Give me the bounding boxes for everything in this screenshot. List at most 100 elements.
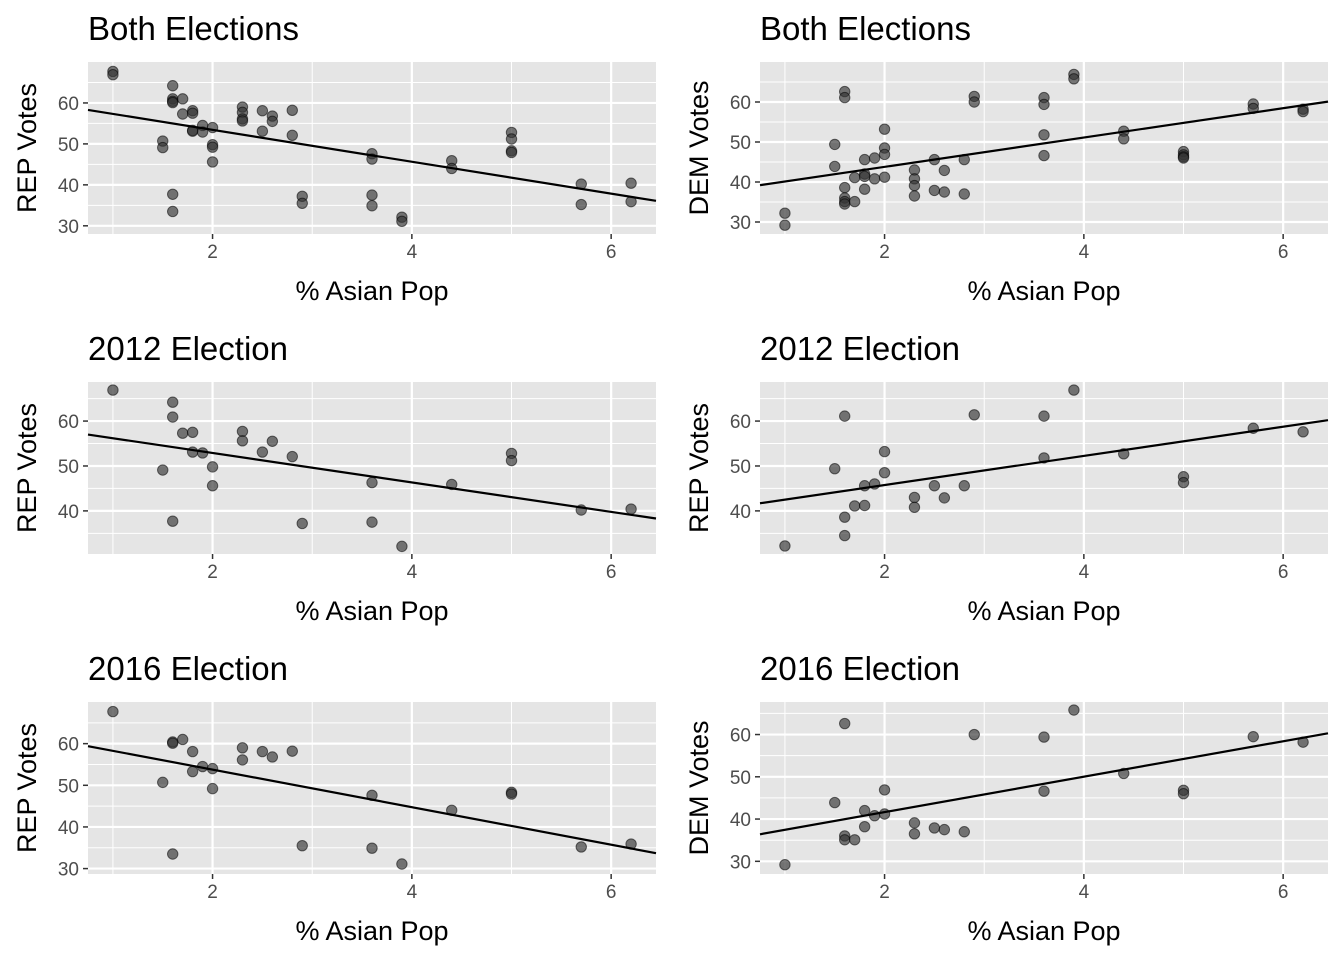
- panel-3: 2 4 6 40 50 60 2012 Election % Asian Pop REP Vot…: [12, 330, 657, 626]
- data-point: [1038, 731, 1050, 743]
- y-tick-label: 30: [58, 860, 79, 881]
- data-point: [236, 115, 249, 127]
- x-axis-title: % Asian Pop: [967, 596, 1120, 626]
- panel-title: 2016 Election: [88, 650, 288, 687]
- data-point: [505, 788, 518, 800]
- y-tick-label: 60: [58, 94, 79, 115]
- x-tick-label: 6: [1278, 242, 1289, 263]
- data-point: [958, 188, 970, 200]
- y-tick-label: 30: [58, 217, 79, 238]
- y-tick-label: 50: [58, 135, 79, 156]
- data-point: [107, 68, 119, 81]
- x-tick-label: 2: [879, 562, 890, 583]
- data-point: [296, 197, 308, 209]
- panel-title: 2012 Election: [88, 330, 288, 367]
- data-point: [366, 189, 378, 201]
- data-point: [908, 828, 921, 840]
- y-tick-label: 50: [730, 457, 751, 478]
- data-point: [256, 105, 269, 117]
- y-tick-label: 60: [58, 735, 79, 756]
- data-point: [167, 188, 179, 200]
- trend-line: [759, 419, 1329, 505]
- data-point: [839, 198, 851, 210]
- data-point: [908, 491, 921, 504]
- data-point: [878, 123, 891, 135]
- x-axis-title: % Asian Pop: [295, 916, 448, 946]
- data-point: [176, 93, 189, 105]
- data-point: [176, 733, 189, 746]
- data-point: [206, 782, 219, 795]
- data-point: [236, 742, 249, 754]
- data-point: [575, 198, 587, 211]
- data-point: [505, 454, 518, 467]
- x-tick-label: 2: [207, 562, 218, 583]
- data-point: [858, 170, 871, 183]
- x-tick-label: 6: [606, 882, 617, 903]
- y-tick-label: 60: [58, 412, 79, 433]
- data-point: [625, 503, 637, 515]
- y-axis-title: DEM Votes: [684, 720, 714, 855]
- data-point: [186, 745, 199, 758]
- y-tick-label: 40: [58, 176, 79, 197]
- data-point: [1297, 426, 1309, 438]
- data-point: [839, 91, 851, 104]
- y-tick-label: 40: [730, 502, 751, 523]
- y-tick-label: 50: [730, 133, 751, 154]
- x-tick-label: 4: [1079, 562, 1090, 583]
- y-axis-title: REP Votes: [12, 83, 42, 213]
- data-point: [167, 80, 179, 92]
- x-tick-label: 4: [407, 242, 418, 263]
- data-point: [968, 96, 980, 108]
- data-point: [958, 826, 970, 838]
- data-point: [186, 426, 199, 438]
- data-point: [206, 156, 219, 168]
- data-point: [839, 410, 851, 422]
- x-tick-label: 4: [407, 882, 418, 903]
- data-point: [908, 817, 921, 829]
- data-point: [858, 183, 871, 195]
- data-point: [505, 133, 518, 145]
- data-point: [878, 171, 891, 183]
- data-point: [167, 515, 179, 527]
- data-point: [366, 476, 378, 489]
- data-point: [157, 776, 169, 789]
- data-point: [938, 492, 951, 504]
- y-axis-title: REP Votes: [12, 403, 42, 533]
- data-point: [206, 480, 219, 492]
- data-point: [167, 205, 179, 218]
- data-point: [1038, 129, 1050, 141]
- panel-title: 2016 Election: [760, 650, 960, 687]
- data-point: [1297, 105, 1309, 118]
- data-point: [829, 796, 841, 809]
- data-point: [848, 500, 861, 512]
- data-point: [396, 540, 408, 553]
- data-point: [256, 745, 269, 758]
- data-point: [266, 115, 279, 128]
- data-point: [938, 823, 951, 836]
- y-tick-label: 60: [730, 93, 751, 114]
- data-point: [858, 153, 871, 166]
- data-point: [296, 839, 308, 852]
- x-tick-label: 2: [879, 882, 890, 903]
- data-point: [505, 146, 518, 159]
- data-point: [848, 195, 861, 208]
- data-point: [236, 425, 249, 438]
- data-point: [848, 834, 861, 846]
- data-point: [167, 411, 179, 423]
- data-point: [928, 184, 941, 197]
- data-point: [839, 717, 851, 730]
- data-point: [829, 462, 841, 475]
- data-point: [167, 848, 179, 860]
- data-point: [829, 138, 841, 151]
- data-point: [1068, 384, 1080, 396]
- data-point: [167, 96, 179, 109]
- data-point: [1247, 730, 1259, 743]
- data-point: [1038, 785, 1050, 797]
- data-point: [107, 384, 119, 396]
- data-point: [176, 108, 189, 120]
- panel-title: 2012 Election: [760, 330, 960, 367]
- data-point: [286, 104, 298, 117]
- trend-line: [759, 732, 1329, 836]
- x-tick-label: 4: [1079, 882, 1090, 903]
